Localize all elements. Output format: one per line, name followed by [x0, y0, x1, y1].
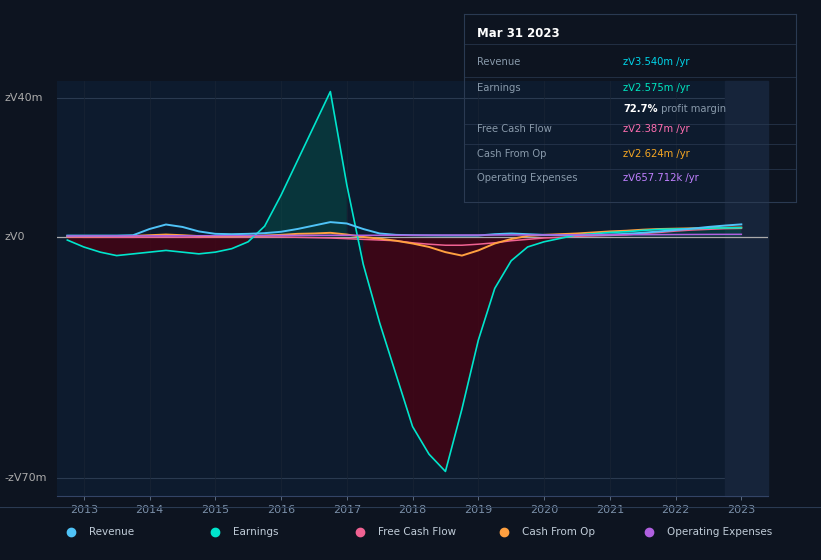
Text: -zᐯ70m: -zᐯ70m	[4, 473, 47, 483]
Text: Free Cash Flow: Free Cash Flow	[378, 528, 456, 538]
Text: zᐯ0: zᐯ0	[4, 232, 25, 241]
Text: Revenue: Revenue	[89, 528, 134, 538]
Text: Earnings: Earnings	[233, 528, 279, 538]
Text: 72.7%: 72.7%	[623, 104, 658, 114]
Text: Cash From Op: Cash From Op	[522, 528, 595, 538]
Text: Earnings: Earnings	[477, 83, 521, 93]
Text: Operating Expenses: Operating Expenses	[477, 173, 578, 183]
Bar	[725, 81, 768, 496]
Text: zᐯ2.387m /yr: zᐯ2.387m /yr	[623, 124, 690, 134]
Text: Cash From Op: Cash From Op	[477, 149, 547, 159]
Text: zᐯ3.540m /yr: zᐯ3.540m /yr	[623, 57, 690, 67]
Text: Free Cash Flow: Free Cash Flow	[477, 124, 552, 134]
Text: zᐯ2.624m /yr: zᐯ2.624m /yr	[623, 149, 690, 159]
Text: Revenue: Revenue	[477, 57, 521, 67]
Text: profit margin: profit margin	[658, 104, 727, 114]
Text: zᐯ2.575m /yr: zᐯ2.575m /yr	[623, 83, 690, 93]
Text: zᐯ657.712k /yr: zᐯ657.712k /yr	[623, 173, 699, 183]
Text: zᐯ40m: zᐯ40m	[4, 94, 43, 104]
Text: Operating Expenses: Operating Expenses	[667, 528, 773, 538]
Text: Mar 31 2023: Mar 31 2023	[477, 27, 560, 40]
